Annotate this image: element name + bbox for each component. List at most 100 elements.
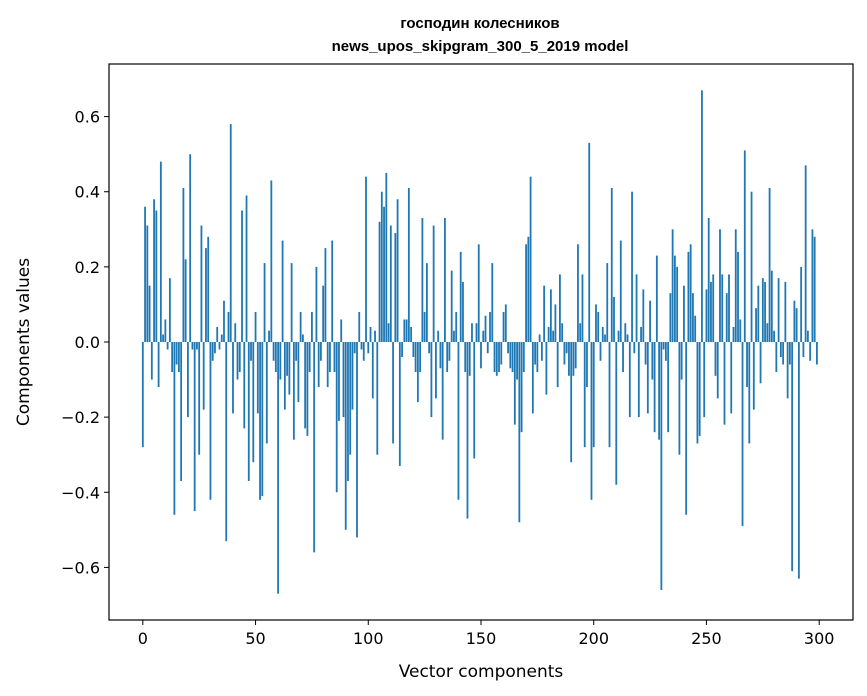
bar-component-184 xyxy=(556,342,559,388)
bar-component-6 xyxy=(155,210,158,342)
bar-component-273 xyxy=(757,285,760,342)
bar-component-203 xyxy=(599,342,602,361)
bar-component-289 xyxy=(793,300,796,342)
bar-component-91 xyxy=(347,342,349,481)
bar-component-240 xyxy=(683,285,685,342)
x-tick-label: 250 xyxy=(691,629,722,648)
bar-component-158 xyxy=(498,342,500,373)
x-tick-label: 0 xyxy=(138,629,148,648)
bar-component-135 xyxy=(446,342,449,373)
bar-component-202 xyxy=(597,311,600,342)
bar-component-80 xyxy=(322,285,325,342)
bar-component-17 xyxy=(180,342,183,481)
bar-component-205 xyxy=(604,334,606,342)
bar-component-187 xyxy=(563,342,566,365)
bar-component-49 xyxy=(252,342,255,463)
bar-component-44 xyxy=(241,210,243,342)
chart-title-line-2: news_upos_skipgram_300_5_2019 model xyxy=(332,38,629,55)
bar-component-56 xyxy=(268,330,270,342)
bar-component-247 xyxy=(698,342,701,436)
bar-component-5 xyxy=(153,199,155,342)
bar-component-222 xyxy=(642,289,645,342)
bar-component-2 xyxy=(146,225,149,342)
bar-component-180 xyxy=(547,326,550,342)
bar-component-278 xyxy=(768,187,771,342)
bar-component-168 xyxy=(520,342,523,433)
bar-component-258 xyxy=(723,342,726,425)
bar-component-281 xyxy=(775,342,778,373)
bar-component-3 xyxy=(148,285,151,342)
bar-component-298 xyxy=(813,236,816,342)
bar-component-76 xyxy=(313,342,316,553)
bar-component-97 xyxy=(360,342,363,350)
bar-component-73 xyxy=(306,342,309,436)
bar-component-1 xyxy=(144,206,146,342)
bar-component-259 xyxy=(725,293,728,342)
bar-component-192 xyxy=(574,342,577,369)
bar-component-87 xyxy=(338,342,340,421)
bar-component-269 xyxy=(748,342,751,444)
bar-component-113 xyxy=(396,199,399,342)
bar-component-82 xyxy=(326,342,329,388)
bar-component-266 xyxy=(741,342,744,527)
bar-component-245 xyxy=(694,315,697,342)
bar-component-48 xyxy=(250,342,252,361)
bar-component-255 xyxy=(716,342,719,399)
bar-component-115 xyxy=(401,342,403,358)
bar-component-268 xyxy=(746,342,748,388)
bar-component-20 xyxy=(187,342,189,418)
bar-series xyxy=(141,90,818,594)
bar-component-68 xyxy=(295,342,298,361)
bar-component-238 xyxy=(678,342,681,455)
bar-component-122 xyxy=(416,342,419,403)
bar-component-215 xyxy=(626,334,629,342)
bar-component-152 xyxy=(484,315,487,342)
bar-component-103 xyxy=(374,330,376,342)
bar-component-7 xyxy=(157,342,160,388)
bar-component-210 xyxy=(615,342,618,485)
bar-component-177 xyxy=(540,342,543,361)
bar-component-93 xyxy=(351,342,354,410)
bar-component-30 xyxy=(209,342,212,500)
bar-component-96 xyxy=(358,311,361,342)
bar-component-50 xyxy=(254,311,257,342)
bar-component-121 xyxy=(414,342,417,373)
bar-component-244 xyxy=(692,293,694,342)
bar-component-130 xyxy=(435,342,437,399)
bar-component-28 xyxy=(205,248,207,342)
bar-component-101 xyxy=(369,326,372,342)
bar-component-65 xyxy=(288,342,291,395)
bar-component-35 xyxy=(220,334,223,342)
bar-component-156 xyxy=(493,342,496,373)
bar-component-185 xyxy=(559,274,561,342)
bar-component-131 xyxy=(437,330,440,342)
x-tick-label: 300 xyxy=(804,629,835,648)
bar-component-108 xyxy=(385,172,388,342)
bar-component-85 xyxy=(333,342,336,373)
bar-component-53 xyxy=(261,342,264,497)
bar-component-277 xyxy=(766,323,769,342)
bar-component-193 xyxy=(577,244,579,342)
bar-component-150 xyxy=(480,342,482,369)
bar-component-88 xyxy=(340,319,343,342)
bar-component-287 xyxy=(788,342,791,365)
bar-component-84 xyxy=(331,240,334,342)
bar-component-18 xyxy=(182,187,185,342)
bar-component-52 xyxy=(259,342,261,500)
bar-component-220 xyxy=(637,342,640,418)
bar-component-292 xyxy=(800,266,803,342)
bar-component-24 xyxy=(196,342,198,350)
bar-component-34 xyxy=(218,342,221,350)
bar-component-4 xyxy=(150,342,153,380)
bar-component-38 xyxy=(227,311,230,342)
y-tick-label: 0.0 xyxy=(75,333,100,352)
bar-component-141 xyxy=(459,251,462,342)
bar-component-271 xyxy=(752,342,755,410)
bar-component-71 xyxy=(301,334,304,342)
bar-component-163 xyxy=(509,342,512,369)
bar-component-175 xyxy=(536,342,539,373)
bar-component-16 xyxy=(177,342,180,373)
bar-component-208 xyxy=(610,187,613,342)
bar-component-74 xyxy=(308,342,311,373)
